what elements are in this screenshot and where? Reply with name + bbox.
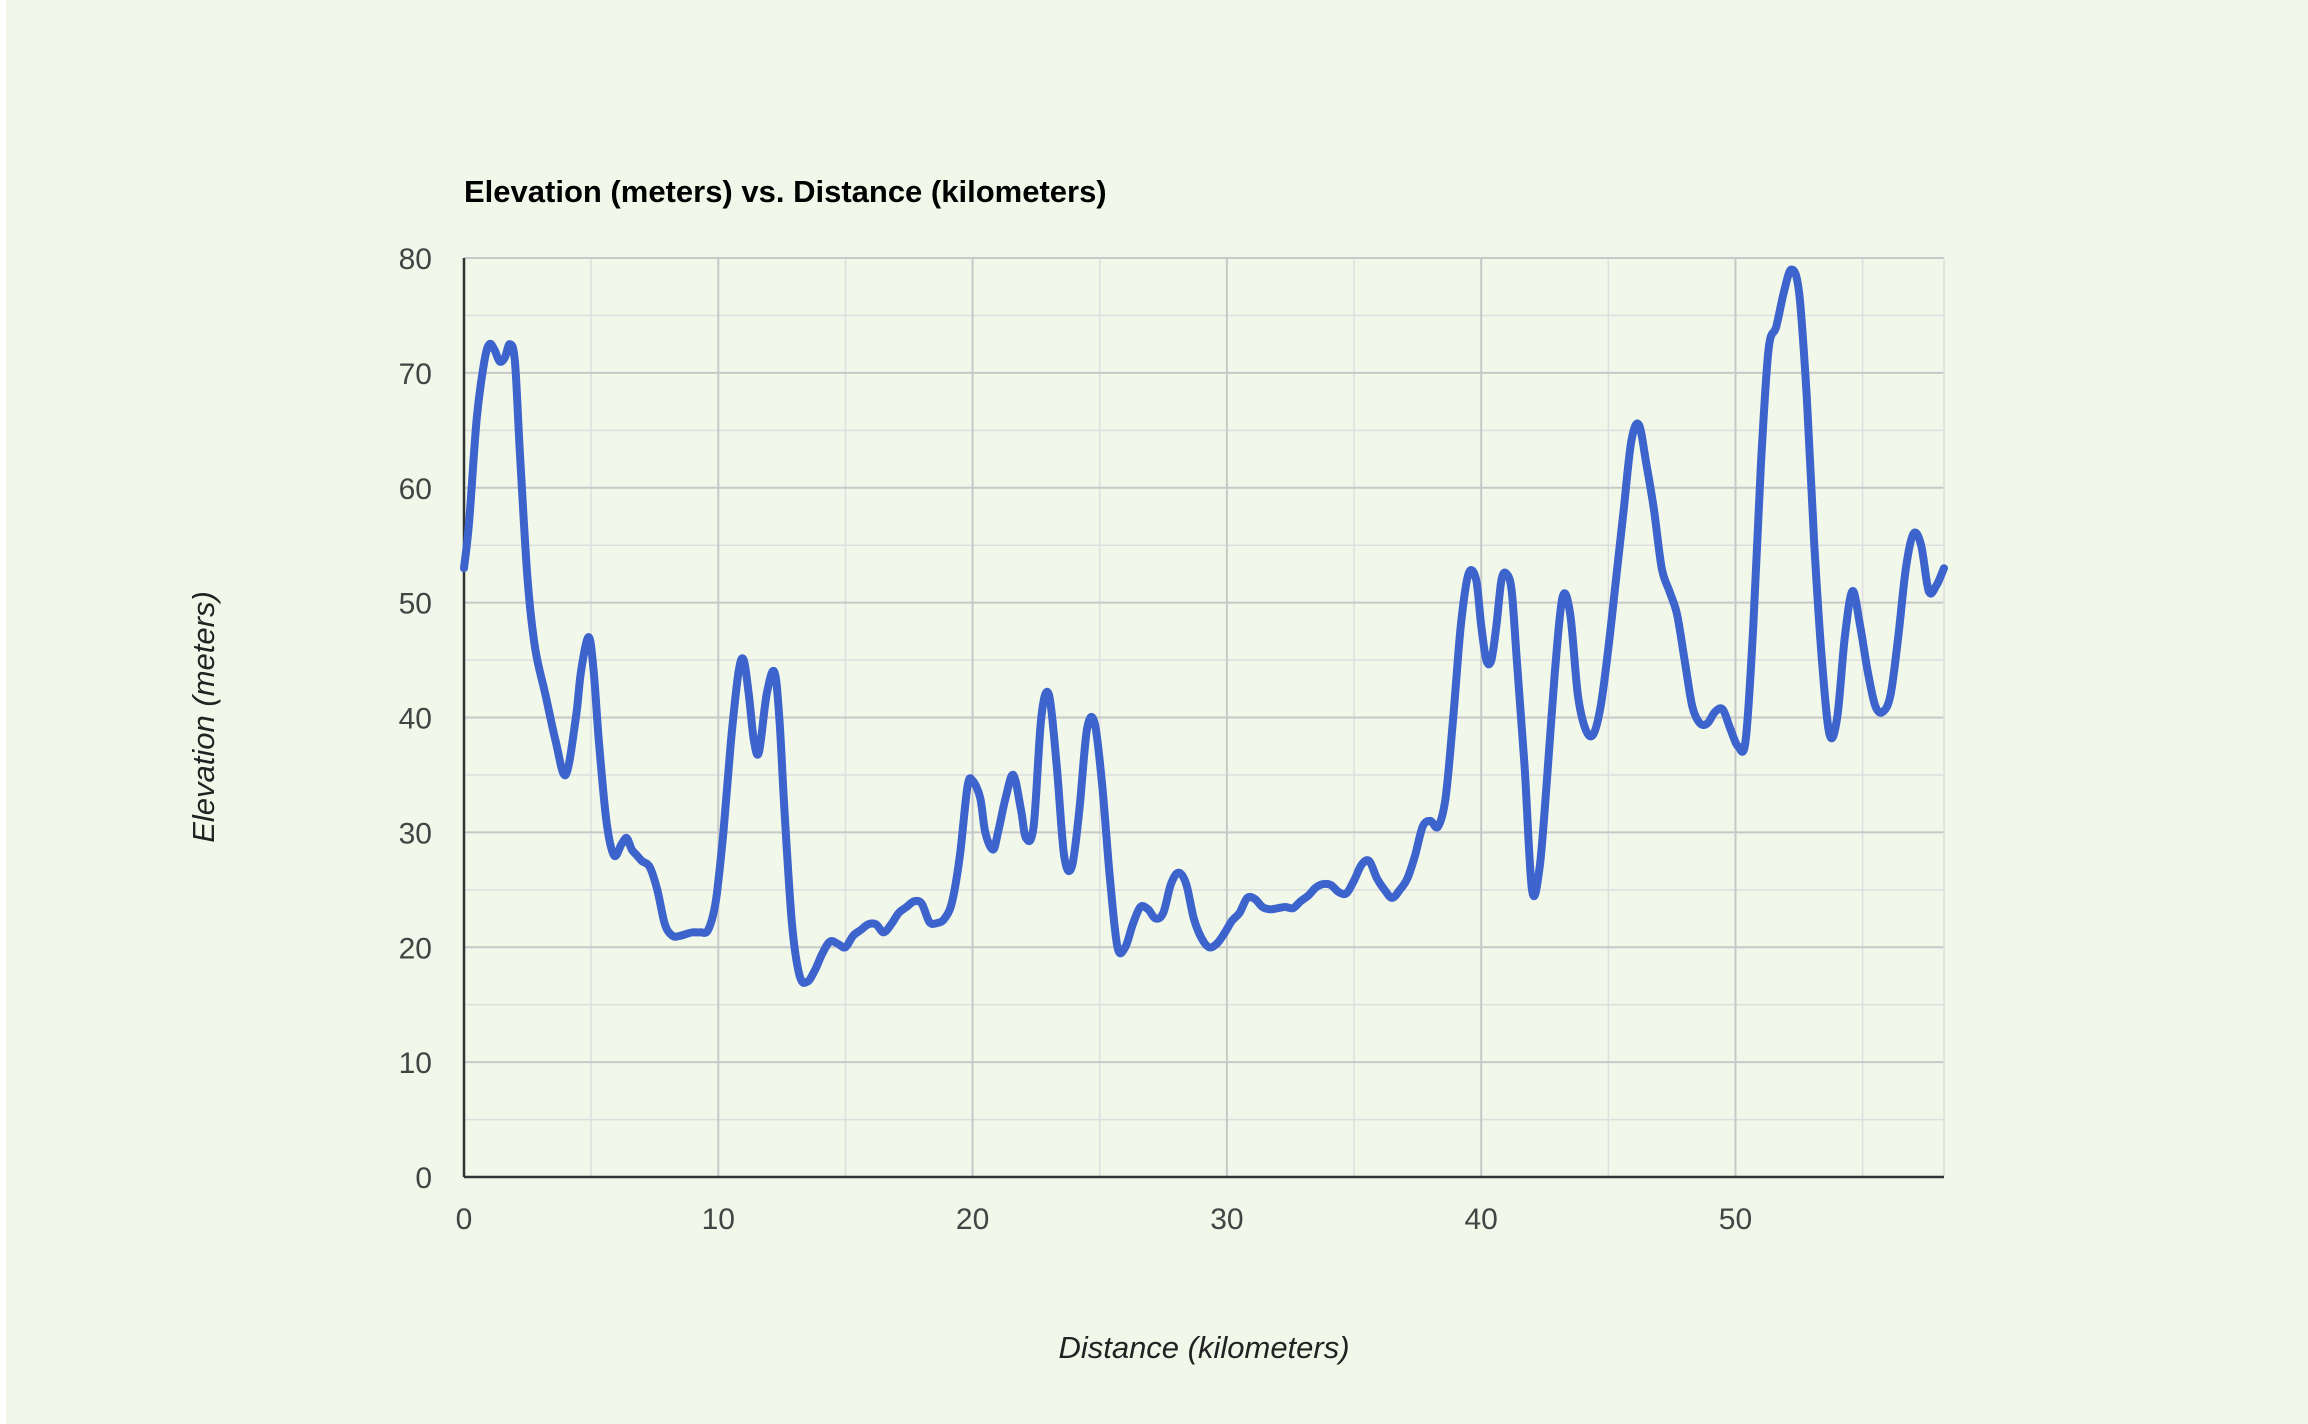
x-tick-label: 0 xyxy=(456,1203,473,1236)
y-tick-label: 50 xyxy=(399,588,432,621)
x-tick-label: 10 xyxy=(702,1203,735,1236)
axes xyxy=(462,258,1944,1179)
y-tick-label: 0 xyxy=(415,1162,432,1195)
x-tick-label: 40 xyxy=(1464,1203,1497,1236)
elevation-series-line xyxy=(460,265,1948,987)
y-tick-label: 80 xyxy=(399,243,432,276)
y-tick-label: 30 xyxy=(399,817,432,850)
y-tick-label: 10 xyxy=(399,1047,432,1080)
x-axis-title: Distance (kilometers) xyxy=(1058,1330,1349,1365)
y-tick-label: 40 xyxy=(399,703,432,736)
x-tick-label: 50 xyxy=(1719,1203,1752,1236)
chart-background xyxy=(6,0,2308,1424)
chart-title: Elevation (meters) vs. Distance (kilomet… xyxy=(464,174,1107,209)
series-layer xyxy=(460,265,1948,987)
y-tick-label: 60 xyxy=(399,473,432,506)
x-tick-label: 30 xyxy=(1210,1203,1243,1236)
y-tick-label: 70 xyxy=(399,358,432,391)
tick-labels: 0 10 20 30 40 50 0 10 20 30 40 50 60 70 80 xyxy=(399,243,1753,1236)
y-tick-label: 20 xyxy=(399,932,432,965)
x-tick-label: 20 xyxy=(956,1203,989,1236)
y-axis-title: Elevation (meters) xyxy=(186,591,221,843)
